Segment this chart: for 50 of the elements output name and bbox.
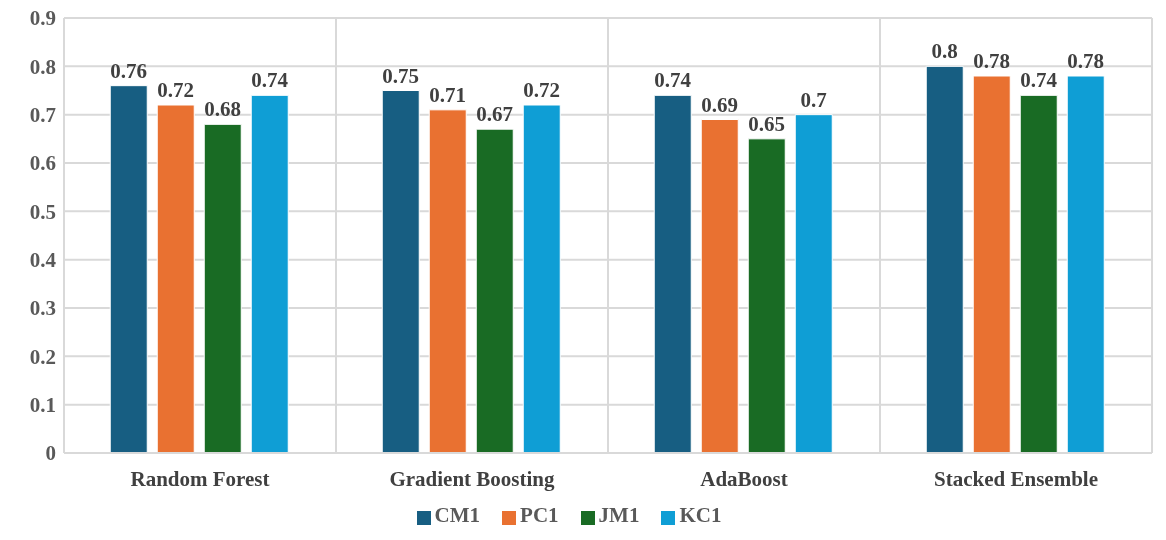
x-tick-label: Gradient Boosting xyxy=(389,466,556,491)
y-tick-label: 0.3 xyxy=(29,296,56,321)
legend-label: CM1 xyxy=(434,503,481,527)
bar xyxy=(475,128,514,453)
data-label: 0.78 xyxy=(973,49,1011,73)
data-label: 0.74 xyxy=(1020,68,1058,93)
y-tick-label: 0.2 xyxy=(29,344,56,369)
bar xyxy=(925,65,964,453)
data-label: 0.75 xyxy=(382,63,420,88)
legend-label: KC1 xyxy=(679,503,722,527)
data-label: 0.7 xyxy=(800,87,827,112)
data-label: 0.78 xyxy=(1067,49,1105,73)
y-tick-label: 0.8 xyxy=(29,54,56,79)
bar xyxy=(522,104,561,453)
bar xyxy=(794,114,833,453)
data-label: 0.67 xyxy=(476,102,514,127)
data-label: 0.71 xyxy=(429,82,467,107)
bar xyxy=(1066,75,1105,453)
y-tick-label: 0.1 xyxy=(29,393,56,418)
data-label: 0.72 xyxy=(523,78,561,102)
bar xyxy=(109,85,148,453)
bar xyxy=(203,123,242,453)
bar xyxy=(747,138,786,453)
bar xyxy=(156,104,195,453)
data-label: 0.76 xyxy=(110,58,148,83)
x-tick-label: Random Forest xyxy=(130,466,270,491)
data-label: 0.68 xyxy=(204,97,242,122)
bar xyxy=(1019,94,1058,453)
bar xyxy=(428,109,467,453)
x-tick-label: Stacked Ensemble xyxy=(934,466,1098,491)
data-label: 0.69 xyxy=(701,92,739,117)
y-tick-label: 0.6 xyxy=(29,151,56,176)
bar xyxy=(972,75,1011,453)
data-label: 0.74 xyxy=(654,68,692,93)
x-tick-label: AdaBoost xyxy=(700,466,788,491)
y-tick-label: 0.9 xyxy=(29,6,56,31)
bar xyxy=(250,94,289,453)
legend-label: JM1 xyxy=(598,503,640,527)
bar xyxy=(381,90,420,453)
y-tick-label: 0.5 xyxy=(29,199,56,224)
data-label: 0.74 xyxy=(251,68,289,93)
bar xyxy=(653,94,692,453)
data-label: 0.65 xyxy=(748,111,786,136)
y-tick-label: 0.4 xyxy=(29,248,57,273)
data-label: 0.8 xyxy=(931,39,958,64)
bar xyxy=(700,119,739,453)
y-tick-label: 0 xyxy=(45,441,56,466)
legend-label: PC1 xyxy=(520,503,559,527)
y-tick-label: 0.7 xyxy=(29,103,56,128)
data-label: 0.72 xyxy=(157,78,195,102)
